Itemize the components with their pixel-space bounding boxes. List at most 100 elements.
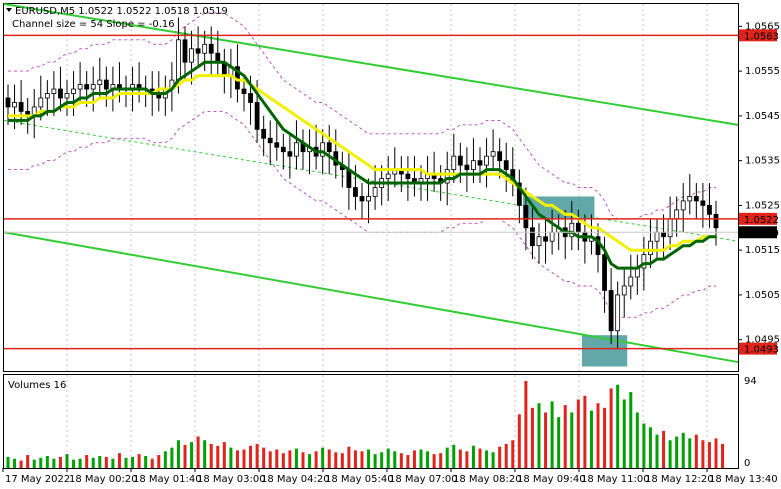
time-tick-label: 18 May 11:00 <box>581 474 650 485</box>
volume-bar <box>491 452 495 468</box>
volume-bar <box>393 451 397 468</box>
volume-bar <box>196 436 200 468</box>
candle-body <box>202 43 208 54</box>
candle-body <box>457 155 463 166</box>
candle-body <box>523 205 529 229</box>
volume-bar <box>104 456 108 468</box>
volume-bar <box>52 458 56 468</box>
volume-bar <box>6 456 10 468</box>
ma-fast-line <box>8 60 716 270</box>
price-tick-label: 1.0535 <box>745 156 780 167</box>
candle-body <box>490 151 496 157</box>
candle-body <box>464 164 470 170</box>
price-line-label: 1.0563 <box>744 31 779 42</box>
volume-bar <box>367 449 371 468</box>
volume-bar <box>622 399 626 468</box>
volume-bars <box>6 381 725 468</box>
volume-bar <box>373 454 377 468</box>
time-tick-label: 18 May 07:00 <box>389 474 458 485</box>
candle-body <box>38 97 44 108</box>
candle-body <box>674 209 680 220</box>
envelope-bands <box>8 12 716 318</box>
volume-bar <box>98 455 102 468</box>
volume-bar <box>603 407 607 468</box>
price-tick-label: 1.0515 <box>745 245 780 256</box>
volume-bar <box>124 457 128 468</box>
volume-bar <box>288 450 292 468</box>
volume-bar <box>281 453 285 468</box>
volume-bar <box>235 450 239 468</box>
volume-bar <box>229 447 233 468</box>
volume-bar <box>334 452 338 468</box>
candle-body <box>451 155 457 170</box>
volume-bar <box>399 453 403 468</box>
volume-bar <box>262 447 266 468</box>
volume-bar <box>701 440 705 468</box>
candle-body <box>405 173 411 179</box>
price-line-label-box <box>739 212 777 225</box>
volume-bar <box>157 455 161 468</box>
volume-bar <box>662 430 666 468</box>
volume-bar <box>471 445 475 468</box>
time-tick-label: 18 May 01:40 <box>133 474 202 485</box>
candle-body <box>615 294 621 332</box>
volume-bar <box>301 452 305 468</box>
candle-body <box>353 187 358 197</box>
volume-bar <box>85 455 89 468</box>
volume-bar <box>163 451 167 468</box>
price-tick-label: 1.0555 <box>745 66 780 77</box>
volume-bar <box>563 405 567 468</box>
candle-body <box>628 276 634 287</box>
volume-bar <box>380 452 384 468</box>
volume-bar <box>642 423 646 468</box>
candle-body <box>84 84 90 90</box>
volume-bar <box>439 453 443 468</box>
volume-bar <box>694 434 698 468</box>
price-line-label: 1.0493 <box>744 345 779 356</box>
candle-body <box>713 213 719 229</box>
candle-body <box>294 142 299 157</box>
candle-body <box>700 200 706 206</box>
candle-body <box>661 231 666 238</box>
symbol-menu-icon[interactable] <box>6 8 12 12</box>
candle-body <box>680 200 686 211</box>
volume-bar <box>353 450 357 468</box>
time-tick-label: 18 May 13:40 <box>709 474 778 485</box>
price-line-label-box <box>739 342 777 355</box>
volume-bar <box>131 456 135 468</box>
volumes-title: Volumes 16 <box>8 380 66 391</box>
volume-bar <box>183 444 187 468</box>
volume-bar <box>524 381 528 468</box>
candle-body <box>444 169 450 184</box>
price-tick-label: 1.0525 <box>745 200 780 211</box>
candle-body <box>71 88 76 94</box>
time-tick-label: 18 May 03:00 <box>197 474 266 485</box>
candle-body <box>97 79 103 85</box>
time-tick-label: 18 May 09:40 <box>517 474 586 485</box>
volume-bar <box>19 460 23 468</box>
candle-body <box>77 84 83 90</box>
volume-bar <box>511 440 515 468</box>
volume-max-label: 94 <box>744 376 757 387</box>
volume-bar <box>170 447 174 468</box>
candle-body <box>90 84 96 90</box>
candle-body <box>516 182 522 206</box>
channel-info: Channel size = 54 Slope = -0.16 <box>12 19 175 30</box>
candle-body <box>280 146 286 153</box>
volume-bar <box>629 392 633 468</box>
volume-bar <box>465 451 469 468</box>
volume-bar <box>458 449 462 468</box>
candle-body <box>359 196 365 202</box>
price-axis: 1.0565 1.0555 1.0545 1.0535 1.0525 1.0515 1.05… <box>738 21 780 346</box>
candle-body <box>654 231 660 242</box>
volume-bar <box>504 443 508 468</box>
volume-bar <box>275 449 279 468</box>
volume-bar <box>576 399 580 468</box>
time-tick-label: 18 May 12:20 <box>645 474 714 485</box>
volume-bar <box>117 453 121 468</box>
volume-bar <box>268 451 272 468</box>
volume-bar <box>688 438 692 468</box>
volume-bar <box>616 384 620 468</box>
candles <box>5 17 719 349</box>
candle-body <box>667 218 673 238</box>
